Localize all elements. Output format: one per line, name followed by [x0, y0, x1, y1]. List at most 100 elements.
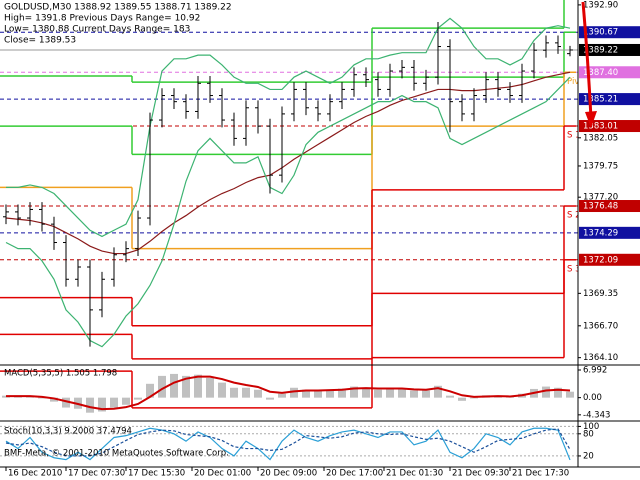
x-tick-label: 17 Dec 15:30 — [128, 469, 185, 479]
header-text: High= 1391.8 Previous Days Range= 10.92 — [4, 14, 200, 24]
price-box-label: 1374.29 — [583, 228, 618, 238]
histogram-bar — [446, 395, 454, 398]
price-box — [579, 66, 640, 79]
arrow-head — [585, 111, 597, 128]
price-box — [579, 93, 640, 106]
price-box — [579, 120, 640, 133]
price-box — [579, 253, 640, 266]
histogram-bar — [386, 388, 394, 398]
price-box-label: 1383.01 — [583, 122, 618, 132]
histogram-bar — [458, 397, 466, 401]
header-text: Close= 1389.53 — [4, 36, 76, 46]
line — [5, 428, 571, 457]
line — [6, 375, 571, 411]
price-box-label: 1372.09 — [583, 255, 618, 265]
current-price-box — [579, 43, 640, 56]
histogram-bar — [350, 386, 358, 398]
arrow — [581, 1, 593, 119]
histogram-bar — [266, 397, 274, 400]
histogram-bar — [278, 393, 286, 398]
histogram-bar — [290, 387, 298, 398]
x-tick-label: 17 Dec 07:30 — [68, 469, 125, 479]
histogram-bar — [230, 387, 238, 398]
y-tick-label: 20 — [583, 451, 594, 461]
x-tick-label: 21 Dec 09:30 — [452, 469, 509, 479]
y-tick-label: 1369.35 — [583, 289, 618, 299]
x-tick-label: 21 Dec 17:30 — [512, 469, 569, 479]
histogram-bar — [86, 397, 94, 413]
line — [5, 76, 571, 348]
line — [6, 17, 571, 238]
y-tick-label: 100 — [583, 422, 599, 432]
histogram-bar — [470, 397, 478, 399]
histogram-bar — [122, 397, 130, 405]
header-text: Low= 1380.88 Current Days Range= 183 — [4, 25, 190, 35]
histogram-bar — [38, 397, 46, 399]
price-box-label: 1390.67 — [583, 28, 618, 38]
price-box-label: 1376.48 — [583, 202, 618, 212]
x-tick-label: 20 Dec 01:00 — [194, 469, 251, 479]
histogram-bar — [50, 397, 58, 402]
histogram-bar — [170, 373, 178, 398]
y-tick-label: 1364.10 — [583, 353, 618, 363]
line — [5, 427, 571, 461]
price-box-label: 1385.21 — [583, 95, 618, 105]
histogram-bar — [254, 389, 262, 398]
panel-title: MACD(5,35,5) 1.505 1.798 — [4, 369, 117, 379]
y-tick-label: 80 — [583, 429, 594, 439]
histogram-bar — [338, 388, 346, 398]
histogram-bar — [434, 385, 442, 398]
histogram-bar — [218, 382, 226, 398]
pivot-label: Pivot — [567, 77, 589, 87]
footer-text: BMF-Meta, © 2001-2010 MetaQuotes Softwar… — [4, 449, 229, 459]
histogram-bar — [422, 390, 430, 398]
y-tick-label: 0.00 — [583, 393, 602, 403]
price-box-label: 1387.40 — [583, 68, 618, 78]
histogram-bar — [302, 389, 310, 398]
histogram-bar — [326, 389, 334, 398]
x-tick-label: 16 Dec 2010 — [8, 469, 62, 479]
histogram-bar — [146, 383, 154, 398]
y-tick-label: 1377.20 — [583, 193, 618, 203]
x-tick-label: 20 Dec 17:00 — [326, 469, 383, 479]
histogram-bar — [242, 387, 250, 398]
pivot-label: S 2 — [567, 211, 581, 221]
histogram-bar — [62, 397, 70, 408]
histogram-bar — [158, 375, 166, 398]
histogram-bar — [110, 397, 118, 408]
histogram-bar — [410, 390, 418, 398]
x-tick-label: 20 Dec 09:00 — [260, 469, 317, 479]
plot-area: Pivot S 1 S 2 S 3 — [0, 0, 589, 461]
histogram-bar — [194, 374, 202, 398]
current-price-label: 1389.22 — [583, 45, 618, 55]
header-text: GOLDUSD,M30 1388.92 1389.55 1388.71 1389… — [4, 3, 232, 13]
y-tick-label: 6.992 — [583, 365, 607, 375]
histogram-bar — [554, 387, 562, 398]
histogram-bar — [398, 388, 406, 398]
x-tick-label: 21 Dec 01:30 — [386, 469, 443, 479]
pivot-label: S 3 — [567, 264, 581, 274]
histogram-bar — [182, 375, 190, 398]
y-tick-label: 1382.05 — [583, 133, 618, 143]
y-tick-label: 1366.70 — [583, 321, 618, 331]
price-box — [579, 226, 640, 239]
histogram-bar — [98, 397, 106, 412]
price-box — [579, 200, 640, 213]
y-tick-label: -4.343 — [583, 410, 610, 420]
histogram-bar — [314, 390, 322, 398]
histogram-bar — [206, 377, 214, 398]
histogram-bar — [362, 387, 370, 398]
panel-title: Stoch(10,3,3) 9.2000 37.4794 — [4, 427, 132, 437]
y-tick-label: 1379.75 — [583, 161, 618, 171]
pivot-label: S 1 — [567, 131, 581, 141]
y-tick-label: 1392.90 — [583, 0, 618, 10]
price-box — [579, 26, 640, 39]
line — [5, 71, 571, 255]
histogram-bar — [542, 386, 550, 398]
histogram-bar — [566, 391, 574, 398]
histogram-bar — [134, 397, 142, 400]
histogram-bar — [374, 389, 382, 398]
